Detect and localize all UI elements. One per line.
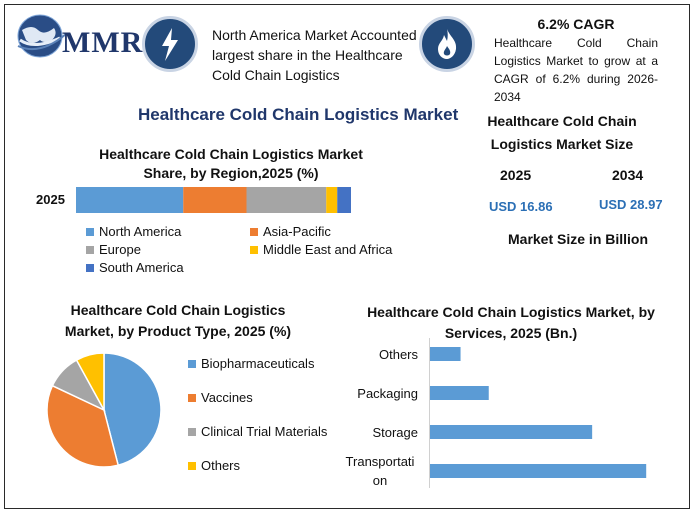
region-legend-item-europe: Europe xyxy=(86,242,141,257)
legend-label: Europe xyxy=(99,242,141,257)
legend-label: Asia-Pacific xyxy=(263,224,331,239)
category-label-line: Storage xyxy=(372,424,418,440)
services-bar-others xyxy=(430,347,461,361)
legend-label: Clinical Trial Materials xyxy=(201,424,328,439)
region-legend-item-middle-east-and-africa: Middle East and Africa xyxy=(250,242,392,257)
legend-label: South America xyxy=(99,260,184,275)
legend-label: Middle East and Africa xyxy=(263,242,393,257)
lightning-icon xyxy=(162,28,178,61)
year-2025-label: 2025 xyxy=(500,167,532,183)
region-bar-segment-south-america xyxy=(337,187,351,213)
region-chart-title: Healthcare Cold Chain Logistics Market S… xyxy=(99,146,363,181)
globe-logo-icon xyxy=(17,14,67,58)
legend-label: North America xyxy=(99,224,182,239)
region-category-label: 2025 xyxy=(36,192,65,207)
services-bar-transportation xyxy=(430,464,647,478)
category-label-line: Transportati xyxy=(345,454,415,469)
services-category-label-storage: Storage xyxy=(300,423,418,442)
region-legend-item-asia-pacific: Asia-Pacific xyxy=(250,224,331,239)
pie-slice-others xyxy=(75,352,105,411)
legend-label: Biopharmaceuticals xyxy=(201,356,315,371)
pie-slice-biopharmaceuticals xyxy=(103,352,162,467)
headline-text: North America Market Accounted largest s… xyxy=(212,27,417,83)
legend-swatch xyxy=(86,245,94,254)
legend-swatch xyxy=(188,393,196,402)
product-chart-title: Healthcare Cold Chain Logistics Market, … xyxy=(64,302,292,339)
category-label-line: Others xyxy=(378,346,418,362)
region-bar-segment-asia-pacific xyxy=(183,187,247,213)
cagr-text: Healthcare Cold Chain Logistics Market t… xyxy=(494,36,658,104)
product-legend-item-others: Others xyxy=(188,458,240,473)
legend-swatch xyxy=(250,227,258,236)
year-2034-label: 2034 xyxy=(612,167,644,183)
market-size-unit-note: Market Size in Billion xyxy=(508,231,649,247)
category-label-line: Packaging xyxy=(357,385,418,401)
region-stacked-bar-chart xyxy=(76,187,351,213)
legend-swatch xyxy=(188,427,196,436)
logo-text: MMR xyxy=(62,26,144,59)
product-legend-item-vaccines: Vaccines xyxy=(188,390,253,405)
product-pie-chart xyxy=(46,352,162,468)
cagr-title: 6.2% CAGR xyxy=(537,16,615,32)
market-size-2034-value: USD 28.97 xyxy=(599,197,663,212)
flame-badge xyxy=(419,16,475,72)
services-bar-storage xyxy=(430,425,593,439)
product-legend-item-clinical-trial-materials: Clinical Trial Materials xyxy=(188,424,327,439)
lightning-badge xyxy=(142,16,198,72)
legend-label: Vaccines xyxy=(201,390,253,405)
services-bar-chart xyxy=(429,338,647,488)
product-legend-item-biopharmaceuticals: Biopharmaceuticals xyxy=(188,356,314,371)
market-size-2025-value: USD 16.86 xyxy=(489,199,553,214)
pie-slice-vaccines xyxy=(46,384,120,468)
services-bar-packaging xyxy=(430,386,489,400)
legend-swatch xyxy=(250,245,258,254)
services-category-label-others: Others xyxy=(300,345,418,364)
legend-swatch xyxy=(188,461,196,470)
legend-swatch xyxy=(86,227,94,236)
region-legend-item-north-america: North America xyxy=(86,224,181,239)
region-bar-segment-north-america xyxy=(76,187,184,213)
main-title: Healthcare Cold Chain Logistics Market xyxy=(138,105,459,124)
legend-swatch xyxy=(86,263,94,272)
region-legend-item-south-america: South America xyxy=(86,260,184,275)
legend-swatch xyxy=(188,359,196,368)
region-bar-segment-europe xyxy=(246,187,327,213)
services-chart-title: Healthcare Cold Chain Logistics Market, … xyxy=(367,304,655,341)
services-category-label-packaging: Packaging xyxy=(300,384,418,403)
infographic-frame xyxy=(4,4,690,509)
legend-label: Others xyxy=(201,458,241,473)
flame-icon xyxy=(438,29,457,59)
market-size-title: Healthcare Cold Chain Logistics Market S… xyxy=(487,113,637,152)
region-bar-segment-middle-east-and-africa xyxy=(326,187,338,213)
services-category-label-transportation: Transportati on xyxy=(340,452,420,490)
category-label-line: on xyxy=(372,473,388,488)
